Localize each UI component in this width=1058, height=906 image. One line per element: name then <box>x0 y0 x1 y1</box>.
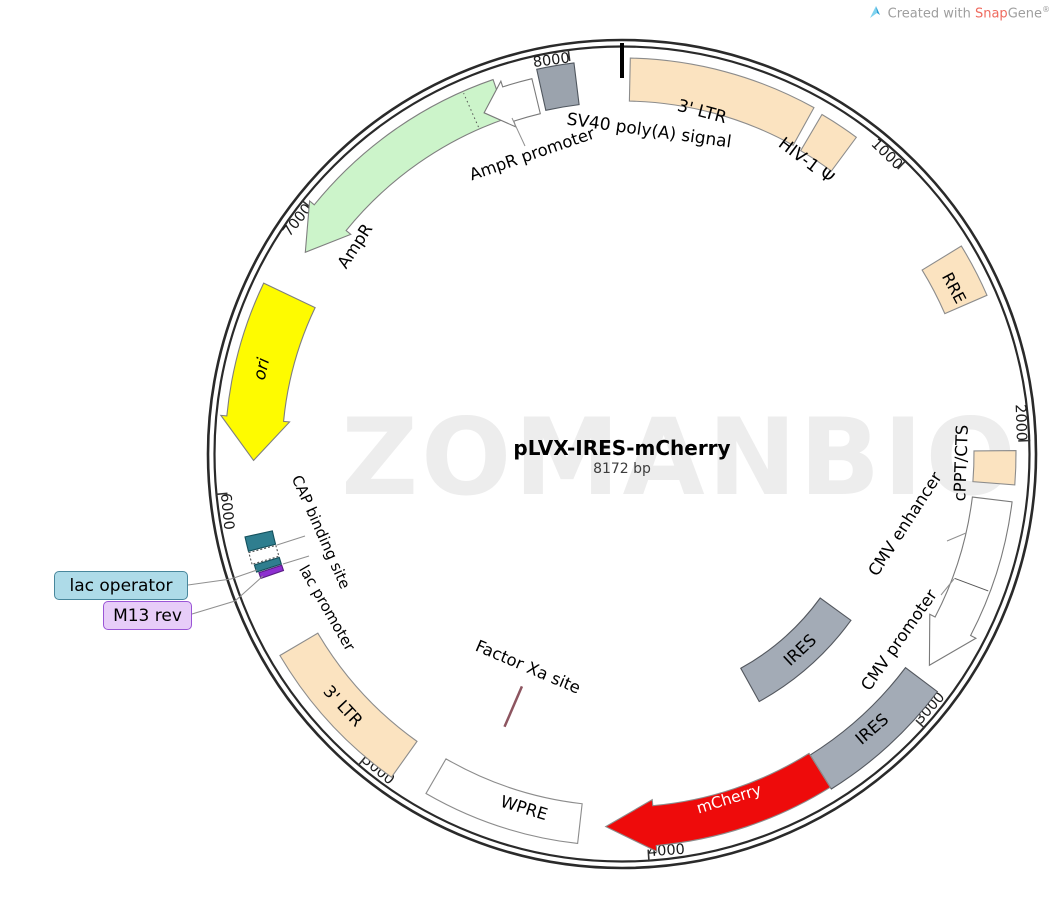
credit-brand-snap: Snap <box>974 6 1008 22</box>
credit-registered-mark: ® <box>1042 5 1050 14</box>
feature-wpre <box>425 758 583 845</box>
feature-mcherry <box>604 752 832 853</box>
credit-prefix: Created with <box>887 6 975 22</box>
tick-label-6000: 6000 <box>217 492 237 530</box>
tick-1000 <box>897 159 907 170</box>
feature-ampr <box>304 78 508 254</box>
callout-lac-operator: lac operator <box>54 571 188 600</box>
callout-leader-lac-operator <box>187 569 258 586</box>
feature-cmv-enh-prom <box>928 496 1013 667</box>
cmv-promoter-leader <box>940 578 955 596</box>
cap-binding-leader <box>276 535 306 546</box>
feature-ampr-segment-divider <box>463 93 479 128</box>
tick-8000 <box>567 48 571 62</box>
feature-lac-operator <box>253 556 283 573</box>
callout-leader-m13-rev <box>191 575 264 615</box>
tick-5000 <box>357 756 367 767</box>
watermark-text: ZOMANBIO <box>341 396 1019 519</box>
snapgene-credit: Created with SnapGene® <box>867 5 1050 21</box>
tick-3000 <box>915 719 926 729</box>
feature-lac-promoter <box>248 544 280 565</box>
feature-hiv1-psi <box>799 113 858 172</box>
snapgene-logo <box>869 6 880 19</box>
lac-promoter-leader <box>282 555 310 565</box>
credit-brand-gene: Gene <box>1007 6 1042 22</box>
feature-m13-rev <box>258 564 285 580</box>
feature-cppt-cts <box>972 450 1017 486</box>
plasmid-backbone-outer-ring <box>206 38 1038 870</box>
feature-ori <box>219 282 316 462</box>
feature-ires-inner <box>740 597 852 703</box>
feature-cap-binding <box>244 530 277 552</box>
label-ampr-promoter: AmpR promoter <box>467 124 597 185</box>
cmv-enhancer-leader <box>946 532 967 542</box>
callout-m13-rev: M13 rev <box>103 601 192 630</box>
feature-rre <box>921 245 988 315</box>
feature-factor-xa <box>503 685 524 728</box>
feature-3ltr-bottom <box>279 632 418 778</box>
label-ori: ori <box>250 356 275 382</box>
feature-cmv-enh-prom-segment-divider <box>954 577 989 592</box>
tick-label-4000: 4000 <box>648 842 686 860</box>
label-factor-xa: Factor Xa site <box>473 636 584 697</box>
credit-text: Created with SnapGene® <box>888 5 1050 21</box>
tick-label-2000: 2000 <box>1012 404 1029 441</box>
ampr-promoter-leader <box>511 117 526 147</box>
feature-3ltr-top <box>628 57 815 147</box>
feature-sv40-pa <box>536 62 580 111</box>
tick-4000 <box>647 849 650 862</box>
tick-6000 <box>215 492 228 496</box>
label-cppt-cts: cPPT/CTS <box>950 424 972 501</box>
